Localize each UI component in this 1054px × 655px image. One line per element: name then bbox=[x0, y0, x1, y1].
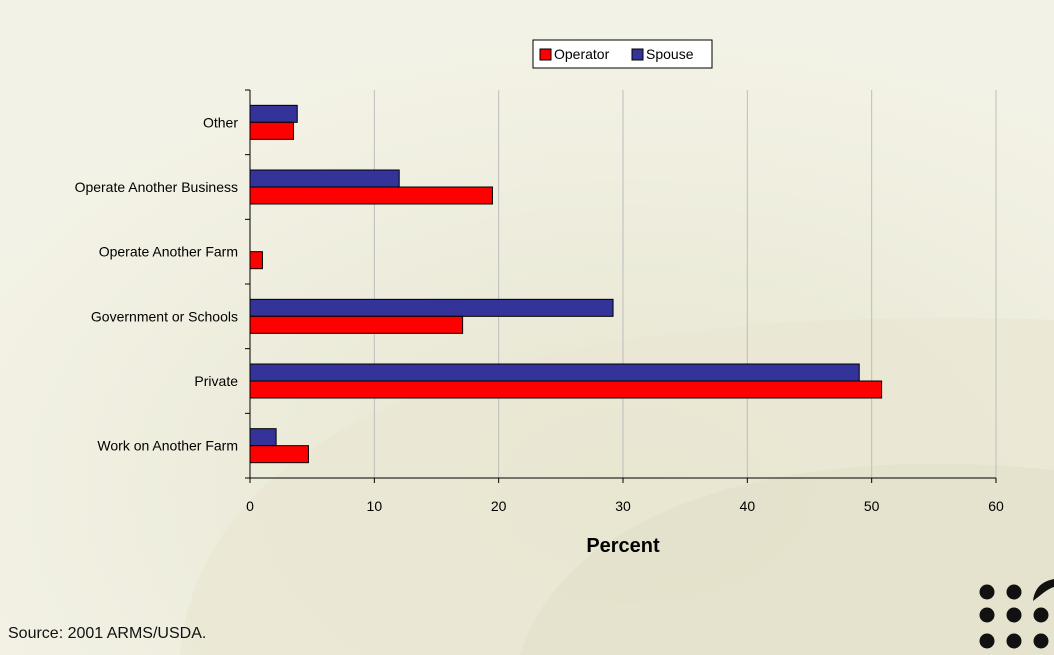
legend-swatch-operator bbox=[539, 48, 552, 61]
legend-label-spouse: Spouse bbox=[646, 46, 694, 62]
source-note: Source: 2001 ARMS/USDA. bbox=[8, 625, 207, 642]
bar-operator bbox=[249, 315, 464, 334]
x-tick-label: 30 bbox=[615, 498, 631, 514]
x-tick-label: 60 bbox=[988, 498, 1004, 514]
x-axis-title: Percent bbox=[586, 535, 660, 557]
bar-operator bbox=[249, 121, 295, 140]
category-label: Other bbox=[203, 114, 238, 130]
category-label: Operate Another Farm bbox=[99, 244, 238, 260]
bar-spouse bbox=[249, 104, 298, 123]
bar-spouse bbox=[249, 298, 614, 317]
x-tick-label: 10 bbox=[367, 498, 383, 514]
x-tick-label: 20 bbox=[491, 498, 507, 514]
bar-spouse bbox=[249, 363, 860, 382]
category-label: Private bbox=[194, 373, 238, 389]
bar-operator bbox=[249, 380, 883, 399]
legend-swatch-spouse bbox=[631, 48, 644, 61]
bar-spouse bbox=[249, 169, 400, 188]
x-tick-label: 50 bbox=[864, 498, 880, 514]
category-label: Operate Another Business bbox=[75, 179, 238, 195]
bar-operator bbox=[249, 251, 263, 270]
dots-leaf-logo bbox=[979, 579, 1054, 649]
bar-spouse bbox=[249, 428, 277, 447]
category-label: Work on Another Farm bbox=[97, 438, 238, 454]
category-label: Government or Schools bbox=[91, 308, 238, 324]
x-tick-label: 0 bbox=[246, 498, 254, 514]
legend-label-operator: Operator bbox=[554, 46, 610, 62]
bar-operator bbox=[249, 445, 309, 464]
legend-box bbox=[532, 39, 713, 69]
x-tick-label: 40 bbox=[740, 498, 756, 514]
bar-operator bbox=[249, 186, 493, 205]
